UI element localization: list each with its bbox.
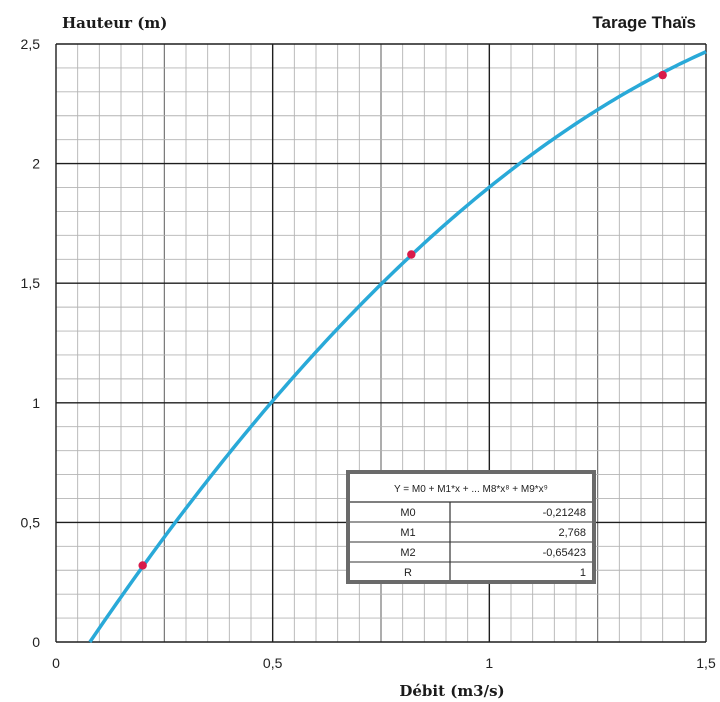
fit-row-value: 1 (580, 567, 586, 579)
y-axis-label: Hauteur (m) (62, 14, 167, 32)
y-tick-labels: 0 0,5 1 1,5 2 2,5 (21, 36, 41, 650)
y-tick-label: 0 (32, 634, 40, 650)
fit-curve (88, 50, 707, 643)
x-axis-label: Débit (m3/s) (399, 682, 504, 700)
x-tick-labels: 0 0,5 1 1,5 (52, 655, 716, 671)
chart-title: Tarage Thaïs (592, 13, 696, 32)
x-tick-label: 0,5 (263, 655, 283, 671)
fit-equation: Y = M0 + M1*x + ... M8*x⁸ + M9*x⁹ (394, 484, 548, 495)
data-point (658, 70, 667, 80)
fit-row-value: -0,65423 (543, 547, 586, 559)
y-tick-label: 2 (32, 156, 40, 172)
fit-row-name: M2 (400, 547, 415, 559)
fit-row-name: M0 (400, 507, 415, 519)
x-tick-label: 1 (485, 655, 493, 671)
data-points (138, 70, 667, 570)
data-point (138, 561, 147, 570)
major-grid (55, 43, 707, 643)
data-point (407, 250, 416, 259)
fit-row-value: -0,21248 (543, 507, 586, 519)
y-tick-label: 1,5 (21, 275, 41, 291)
y-tick-label: 0,5 (21, 514, 41, 530)
fit-table-frame (346, 470, 596, 584)
x-tick-label: 1,5 (696, 655, 716, 671)
y-tick-label: 2,5 (21, 36, 41, 52)
fit-row-name: R (404, 567, 412, 579)
fit-row-name: M1 (400, 527, 415, 539)
fit-table: Y = M0 + M1*x + ... M8*x⁸ + M9*x⁹ M0 -0,… (346, 470, 596, 584)
fit-row-value: 2,768 (558, 527, 586, 539)
y-tick-label: 1 (32, 395, 40, 411)
x-tick-label: 0 (52, 655, 60, 671)
